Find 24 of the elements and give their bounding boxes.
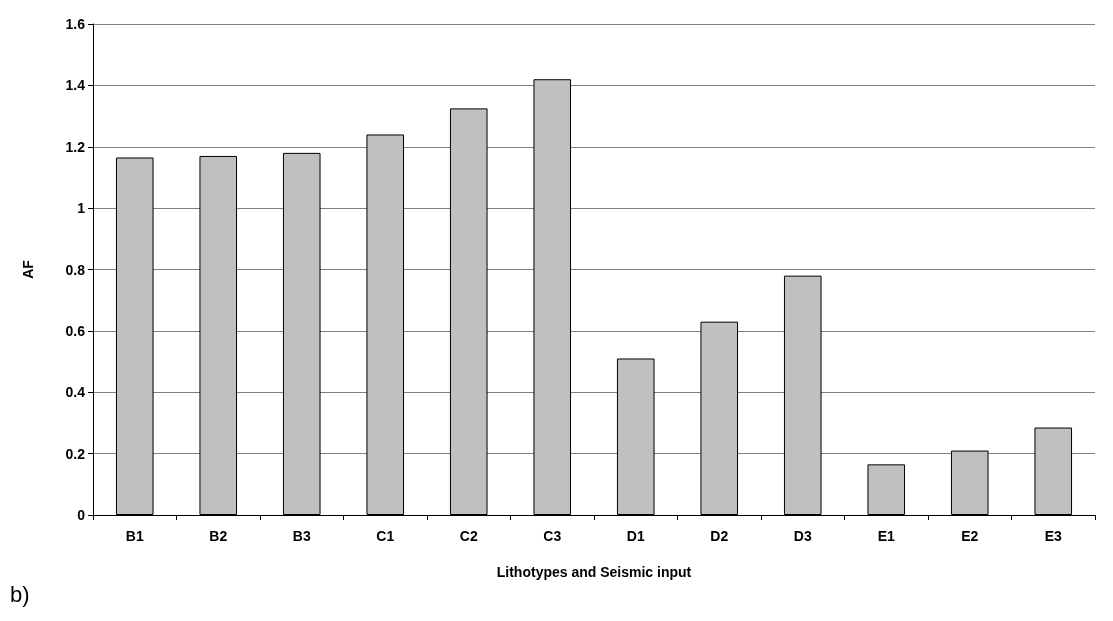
x-tick-label: D1 xyxy=(626,528,645,544)
y-tick-label: 1.2 xyxy=(65,138,86,155)
x-tick-label: B3 xyxy=(292,528,311,544)
y-tick-label: 0 xyxy=(77,507,86,523)
x-tick-label: D2 xyxy=(710,528,729,544)
y-tick-label: 0.8 xyxy=(65,261,86,278)
y-tick-label: 1 xyxy=(77,200,86,217)
y-tick-label: 0.2 xyxy=(65,445,86,462)
x-tick-label: E1 xyxy=(877,528,896,544)
y-tick-label: 1.4 xyxy=(65,77,86,94)
x-tick-label: B2 xyxy=(209,528,228,544)
x-tick-label: C1 xyxy=(376,528,395,544)
x-tick-label: C2 xyxy=(459,528,478,544)
x-tick-label: D3 xyxy=(793,528,812,544)
x-axis-title: Lithotypes and Seismic input xyxy=(496,564,692,580)
x-tick-label: B1 xyxy=(125,528,144,544)
y-tick-label: 1.6 xyxy=(65,16,86,32)
text: b) xyxy=(10,581,30,607)
x-tick-label: E2 xyxy=(961,528,979,544)
y-tick-label: 0.4 xyxy=(65,384,86,401)
x-tick-label: C3 xyxy=(543,528,562,544)
y-axis-title: AF xyxy=(20,259,36,279)
x-tick-label: E3 xyxy=(1044,528,1063,544)
y-tick-label: 0.6 xyxy=(65,322,86,339)
